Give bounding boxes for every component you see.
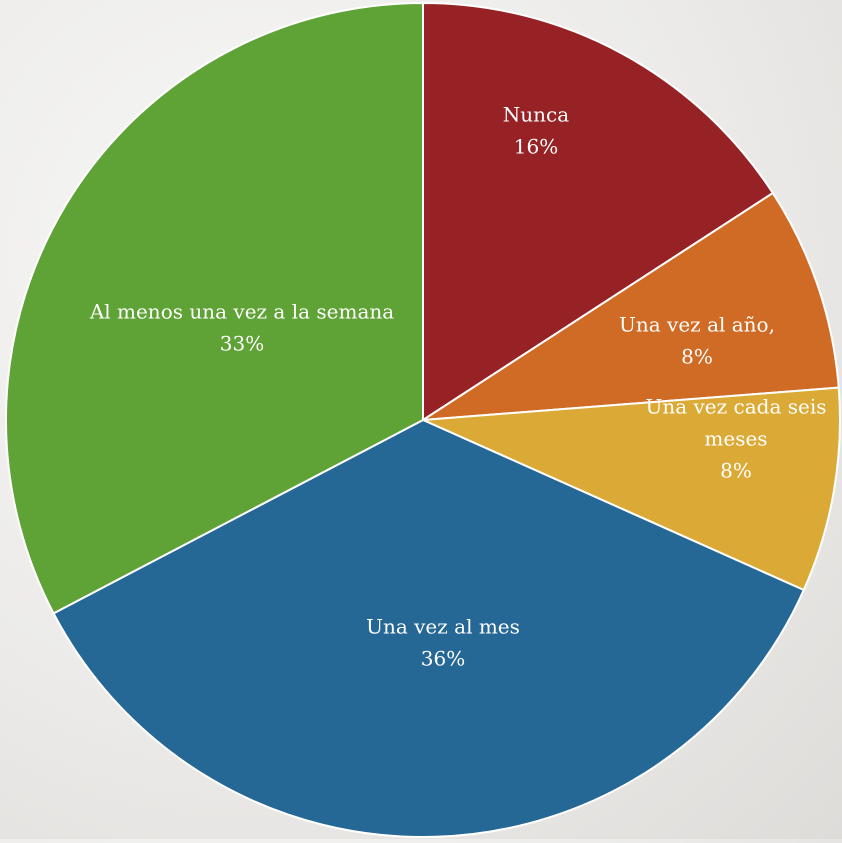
pie-slice-1	[422, 191, 840, 421]
slice-label-4: Al menos una vez a la semana 33%	[89, 300, 394, 356]
slice-label-3: Una vez al mes 36%	[366, 615, 520, 671]
slice-label-line: Una vez cada seis	[645, 395, 826, 419]
slice-label-2: Una vez cada seis meses 8%	[645, 395, 826, 483]
slice-label-1: Una vez al año, 8%	[619, 313, 775, 369]
slice-label-line: Una vez al año,	[619, 313, 775, 337]
pie-slice-0	[422, 1, 775, 422]
pie-slices	[4, 1, 841, 838]
slice-label-line: Al menos una vez a la semana	[89, 300, 394, 324]
slice-percent: 36%	[421, 647, 465, 671]
slice-percent: 33%	[220, 332, 264, 356]
pie-labels: Nunca 16%Una vez al año, 8%Una vez cada se…	[89, 103, 827, 671]
slice-label-line: Una vez al mes	[366, 615, 520, 639]
slice-percent: 8%	[720, 459, 752, 483]
pie-slice-3	[52, 418, 806, 838]
slice-label-line: Nunca	[503, 103, 569, 127]
pie-slice-4	[4, 1, 424, 615]
pie-slice-2	[422, 386, 841, 592]
slice-percent: 8%	[681, 345, 713, 369]
slice-percent: 16%	[514, 135, 558, 159]
slice-label-0: Nunca 16%	[503, 103, 569, 159]
slice-label-line: meses	[704, 427, 767, 451]
